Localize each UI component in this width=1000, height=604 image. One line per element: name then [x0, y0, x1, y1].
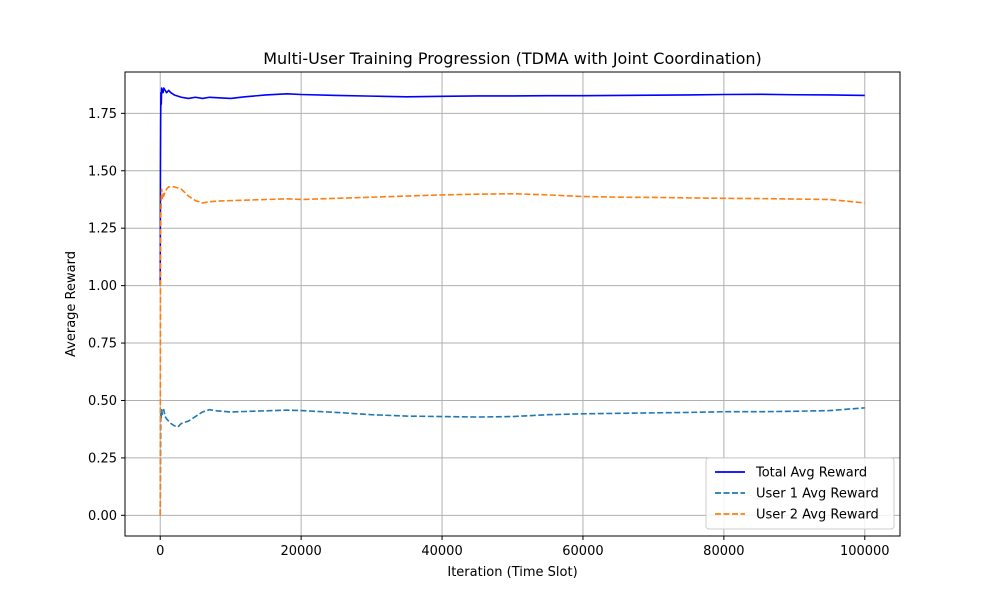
legend: Total Avg Reward User 1 Avg Reward User 2 … — [705, 457, 895, 530]
y-tick-label: 1.25 — [88, 222, 117, 237]
x-tick-label: 40000 — [421, 544, 462, 559]
x-tick-label: 60000 — [562, 544, 603, 559]
x-tick-label: 0 — [156, 544, 164, 559]
y-tick-label: 0.00 — [88, 509, 117, 524]
x-axis-ticks: 0 20000 40000 60000 80000 100000 — [156, 536, 890, 559]
grid-lines — [125, 72, 900, 536]
x-axis-label: Iteration (Time Slot) — [447, 565, 577, 580]
y-tick-label: 0.25 — [88, 451, 117, 466]
x-tick-label: 100000 — [840, 544, 890, 559]
y-tick-label: 1.00 — [88, 279, 117, 294]
chart-title: Multi-User Training Progression (TDMA wi… — [263, 49, 762, 68]
series-line-1 — [159, 87, 865, 286]
y-tick-label: 1.50 — [88, 164, 117, 179]
legend-box — [705, 457, 895, 530]
legend-label: User 2 Avg Reward — [756, 508, 879, 523]
legend-label: User 1 Avg Reward — [756, 487, 879, 502]
x-tick-label: 20000 — [280, 544, 321, 559]
y-axis-ticks: 0.00 0.25 0.50 0.75 1.00 1.25 1.50 1.75 — [88, 107, 125, 524]
y-tick-label: 1.75 — [88, 107, 117, 122]
y-tick-label: 0.75 — [88, 337, 117, 352]
series-lines — [159, 87, 865, 516]
series-line-2 — [159, 407, 865, 516]
plot-frame — [124, 71, 901, 537]
y-tick-label: 0.50 — [88, 394, 117, 409]
y-axis-label: Average Reward — [64, 251, 79, 357]
x-tick-label: 80000 — [703, 544, 744, 559]
legend-label: Total Avg Reward — [755, 466, 867, 481]
series-line-3 — [159, 186, 865, 516]
